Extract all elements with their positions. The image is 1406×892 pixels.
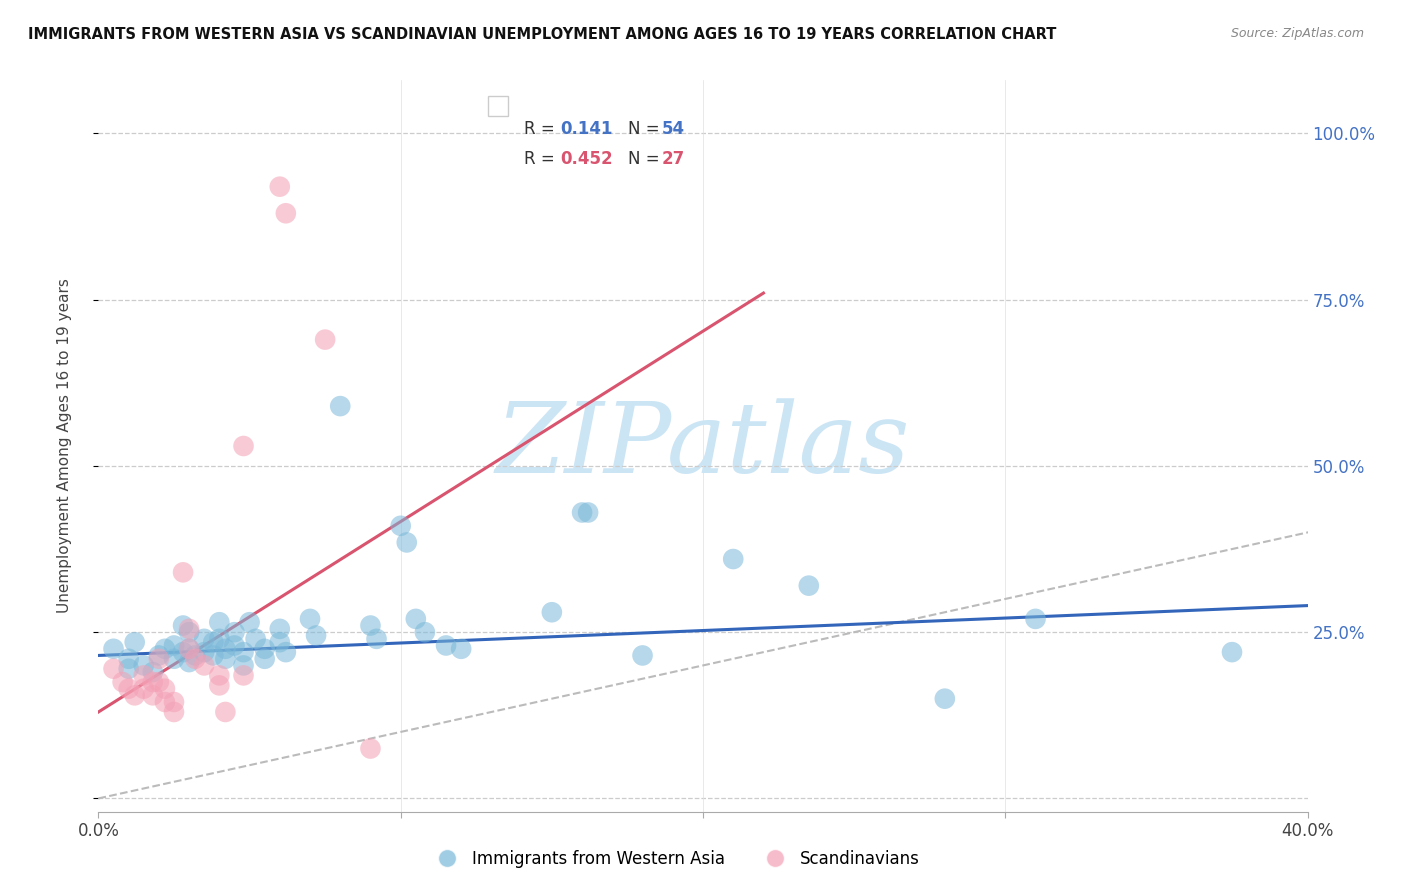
Point [274,206,297,220]
Text: 0.141: 0.141 [561,120,613,138]
Point [193,658,215,673]
Point [179,655,201,669]
Point [153,695,176,709]
Point [148,652,170,666]
Point [797,579,820,593]
Point [224,625,246,640]
Point [299,612,322,626]
Point [723,552,745,566]
Point [269,179,291,194]
Point [193,632,215,646]
Point [172,566,194,580]
Point [395,535,418,549]
Point [142,689,165,703]
Legend:  [488,96,508,116]
Point [118,662,141,676]
Point [153,641,176,656]
Point [434,639,457,653]
Text: 0.452: 0.452 [561,150,613,169]
Point [405,612,427,626]
Point [179,641,201,656]
Text: 27: 27 [662,150,685,169]
Text: N =: N = [628,150,665,169]
Point [571,506,593,520]
Point [413,625,436,640]
Point [631,648,654,663]
Point [124,689,146,703]
Point [163,639,186,653]
Point [366,632,388,646]
Point [132,668,155,682]
Point [245,632,267,646]
Point [124,635,146,649]
Point [163,652,186,666]
Point [179,622,201,636]
Point [184,652,207,666]
Point [172,618,194,632]
Point [214,641,236,656]
Point [274,645,297,659]
Point [232,439,254,453]
Point [153,681,176,696]
Point [269,622,291,636]
Point [305,628,328,642]
Point [179,625,201,640]
Point [314,333,336,347]
Point [132,658,155,673]
Text: R =: R = [524,120,560,138]
Point [103,641,125,656]
Point [132,681,155,696]
Point [202,635,225,649]
Text: R =: R = [524,150,560,169]
Point [576,506,599,520]
Point [163,705,186,719]
Point [934,691,956,706]
Text: 54: 54 [662,120,685,138]
Point [329,399,352,413]
Point [208,615,231,630]
Point [214,705,236,719]
Text: IMMIGRANTS FROM WESTERN ASIA VS SCANDINAVIAN UNEMPLOYMENT AMONG AGES 16 TO 19 YE: IMMIGRANTS FROM WESTERN ASIA VS SCANDINA… [28,27,1056,42]
Point [232,668,254,682]
Point [269,635,291,649]
Point [148,675,170,690]
Text: N =: N = [628,120,665,138]
Point [214,652,236,666]
Point [172,645,194,659]
Point [232,645,254,659]
Legend: Immigrants from Western Asia, Scandinavians: Immigrants from Western Asia, Scandinavi… [423,844,927,875]
Point [239,615,262,630]
Point [208,668,231,682]
Point [360,618,382,632]
Y-axis label: Unemployment Among Ages 16 to 19 years: Unemployment Among Ages 16 to 19 years [58,278,72,614]
Point [208,678,231,692]
Point [253,641,276,656]
Point [1024,612,1046,626]
Point [142,665,165,679]
Point [103,662,125,676]
Point [142,675,165,690]
Point [208,632,231,646]
Point [232,658,254,673]
Text: ZIPatlas: ZIPatlas [496,399,910,493]
Point [202,648,225,663]
Point [184,648,207,663]
Point [389,518,412,533]
Point [193,645,215,659]
Point [118,681,141,696]
Text: Source: ZipAtlas.com: Source: ZipAtlas.com [1230,27,1364,40]
Point [1220,645,1243,659]
Point [118,652,141,666]
Point [253,652,276,666]
Point [163,695,186,709]
Point [224,639,246,653]
Point [179,641,201,656]
Point [450,641,472,656]
Point [148,648,170,663]
Point [540,605,562,619]
Point [111,675,134,690]
Point [360,741,382,756]
